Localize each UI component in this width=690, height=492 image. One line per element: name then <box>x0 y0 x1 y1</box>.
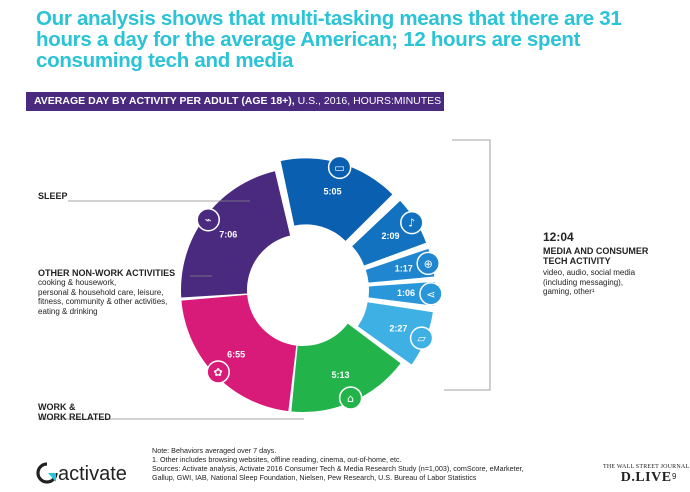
banner-bold: AVERAGE DAY BY ACTIVITY PER ADULT (AGE 1… <box>34 95 295 107</box>
slice-icon-2: ⊕ <box>424 257 433 270</box>
value-label-3: 1:06 <box>397 288 415 298</box>
sleep-label: SLEEP <box>38 191 68 201</box>
value-label-6: 6:55 <box>227 350 245 360</box>
slice-other <box>357 302 433 365</box>
slice-social-media-including-messaging- <box>368 281 435 306</box>
slice-icon-bg-0 <box>327 155 352 180</box>
activate-logo: activate <box>36 462 127 486</box>
value-label-2: 1:17 <box>395 264 413 274</box>
slice-icon-bg-6 <box>206 360 230 384</box>
wsj-dlive-logo: THE WALL STREET JOURNAL D.LIVE <box>603 464 690 485</box>
slice-icon-bg-4 <box>409 326 434 350</box>
slice-icon-bg-7 <box>196 207 220 232</box>
slice-other-non-work-activities <box>181 294 297 412</box>
logo-text: activate <box>58 463 127 485</box>
value-label-4: 2:27 <box>389 324 407 334</box>
footnotes: Note: Behaviors averaged over 7 days. 1.… <box>152 446 524 482</box>
value-label-1: 2:09 <box>382 231 400 241</box>
page-title: Our analysis shows that multi-tasking me… <box>36 7 622 72</box>
media-bracket <box>444 139 491 391</box>
slice-icon-3: ⋖ <box>426 288 435 301</box>
value-label-0: 5:05 <box>323 186 341 196</box>
media-label: 12:04 MEDIA AND CONSUMER TECH ACTIVITY v… <box>543 230 683 297</box>
page-number: 9 <box>672 472 677 481</box>
slice-icon-bg-3 <box>419 282 443 306</box>
slice-icon-7: ⌁ <box>205 214 212 227</box>
slice-icon-bg-2 <box>416 251 440 276</box>
chart-banner: AVERAGE DAY BY ACTIVITY PER ADULT (AGE 1… <box>26 92 444 111</box>
slice-sleep <box>181 171 291 298</box>
value-label-5: 5:13 <box>332 370 350 380</box>
slice-icon-bg-1 <box>400 210 424 235</box>
media-total-time: 12:04 <box>543 230 574 244</box>
slice-icon-1: ♪ <box>408 217 415 230</box>
other-sub-2: personal & household care, leisure, <box>38 287 164 297</box>
slice-gaming <box>365 248 435 283</box>
other-sub-1: cooking & housework, <box>38 278 117 287</box>
work-label: WORK & WORK RELATED <box>38 402 111 422</box>
other-label: OTHER NON-WORK ACTIVITIES cooking & hous… <box>38 268 198 316</box>
value-label-7: 7:06 <box>219 230 237 240</box>
slice-icon-0: ▭ <box>334 161 344 174</box>
other-sub-3: fitness, community & other activities, <box>38 297 168 307</box>
other-sub-4: eating & drinking <box>38 306 98 316</box>
slice-work-work-related <box>291 323 401 412</box>
slice-icon-4: ▱ <box>417 332 426 345</box>
slice-video <box>280 158 393 241</box>
slice-icon-5: ⌂ <box>347 392 354 405</box>
slice-icon-6: ✿ <box>214 366 223 379</box>
slice-icon-bg-5 <box>338 386 363 410</box>
banner-rest: U.S., 2016, HOURS:MINUTES <box>294 95 442 107</box>
